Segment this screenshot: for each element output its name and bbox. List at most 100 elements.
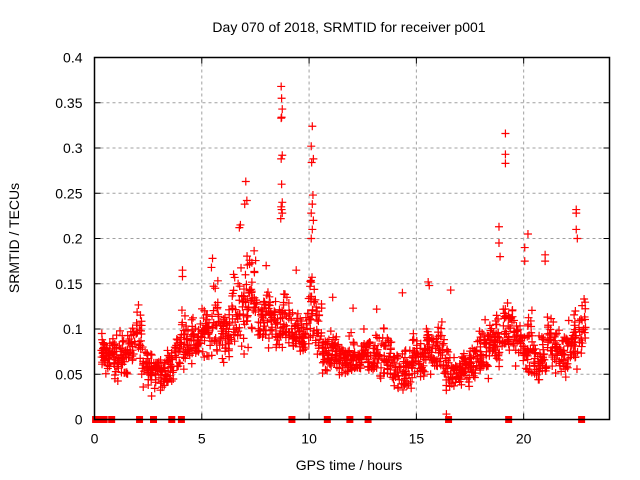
data-point (278, 151, 287, 160)
data-point (183, 341, 192, 350)
data-point (409, 329, 418, 338)
data-point (179, 365, 188, 374)
data-point (237, 292, 246, 301)
data-point (132, 318, 141, 327)
data-point (530, 361, 539, 370)
data-point (314, 311, 323, 320)
data-point (442, 346, 451, 355)
data-point (390, 369, 399, 378)
data-point (172, 353, 181, 362)
data-point (271, 297, 280, 306)
data-point (103, 361, 112, 370)
data-point (240, 200, 249, 209)
data-point (292, 266, 301, 275)
data-point (558, 349, 567, 358)
data-point (501, 304, 510, 313)
data-point (198, 347, 207, 356)
data-point (310, 285, 319, 294)
y-tick-label: 0.35 (55, 95, 82, 111)
data-point (277, 205, 286, 214)
data-point (450, 366, 459, 375)
data-point (161, 358, 170, 367)
data-point (541, 257, 550, 266)
data-point (218, 354, 227, 363)
data-point (437, 331, 446, 340)
data-point (213, 276, 222, 285)
data-point (307, 142, 316, 151)
data-point (481, 315, 490, 324)
data-point (235, 311, 244, 320)
data-point (573, 234, 582, 243)
data-point (390, 381, 399, 390)
data-point (345, 346, 354, 355)
data-point (479, 330, 488, 339)
data-point (309, 154, 318, 163)
data-point (225, 319, 234, 328)
data-point (543, 313, 552, 322)
data-point (147, 391, 156, 400)
data-point (422, 324, 431, 333)
data-point (503, 298, 512, 307)
data-point (101, 369, 110, 378)
data-point (139, 382, 148, 391)
data-point (408, 336, 417, 345)
data-point (357, 358, 366, 367)
data-point (407, 384, 416, 393)
data-point (308, 200, 317, 209)
data-point (529, 341, 538, 350)
data-point (287, 316, 296, 325)
data-point (326, 327, 335, 336)
data-point (523, 332, 532, 341)
data-point (307, 234, 316, 243)
data-point (495, 362, 504, 371)
data-point (349, 304, 358, 313)
data-point (564, 316, 573, 325)
data-point (427, 335, 436, 344)
data-point (313, 316, 322, 325)
data-point (519, 342, 528, 351)
data-point (190, 329, 199, 338)
data-point (539, 334, 548, 343)
data-point (277, 82, 286, 91)
data-point (250, 293, 259, 302)
data-point (485, 351, 494, 360)
data-point (144, 366, 153, 375)
data-point (240, 349, 249, 358)
data-point (493, 342, 502, 351)
data-point (170, 343, 179, 352)
data-point (397, 380, 406, 389)
data-point (271, 326, 280, 335)
data-point (120, 357, 129, 366)
data-point (241, 270, 250, 279)
data-point (252, 300, 261, 309)
data-point (548, 362, 557, 371)
data-point (487, 336, 496, 345)
data-point (307, 209, 316, 218)
data-point (277, 180, 286, 189)
data-point (484, 374, 493, 383)
data-point (423, 331, 432, 340)
data-point (308, 122, 317, 131)
data-point (347, 328, 356, 337)
data-point (459, 349, 468, 358)
data-point (442, 381, 451, 390)
data-point (376, 374, 385, 383)
data-point (424, 330, 433, 339)
data-point (175, 358, 184, 367)
data-point (262, 261, 271, 270)
data-point (209, 306, 218, 315)
data-point (231, 318, 240, 327)
data-point (428, 358, 437, 367)
data-point (429, 354, 438, 363)
data-point (298, 339, 307, 348)
data-point (501, 129, 510, 138)
data-point (191, 343, 200, 352)
data-point (211, 301, 220, 310)
data-point (210, 337, 219, 346)
data-point (203, 310, 212, 319)
data-point (182, 335, 191, 344)
data-point (247, 258, 256, 267)
data-point (570, 310, 579, 319)
data-point (535, 375, 544, 384)
